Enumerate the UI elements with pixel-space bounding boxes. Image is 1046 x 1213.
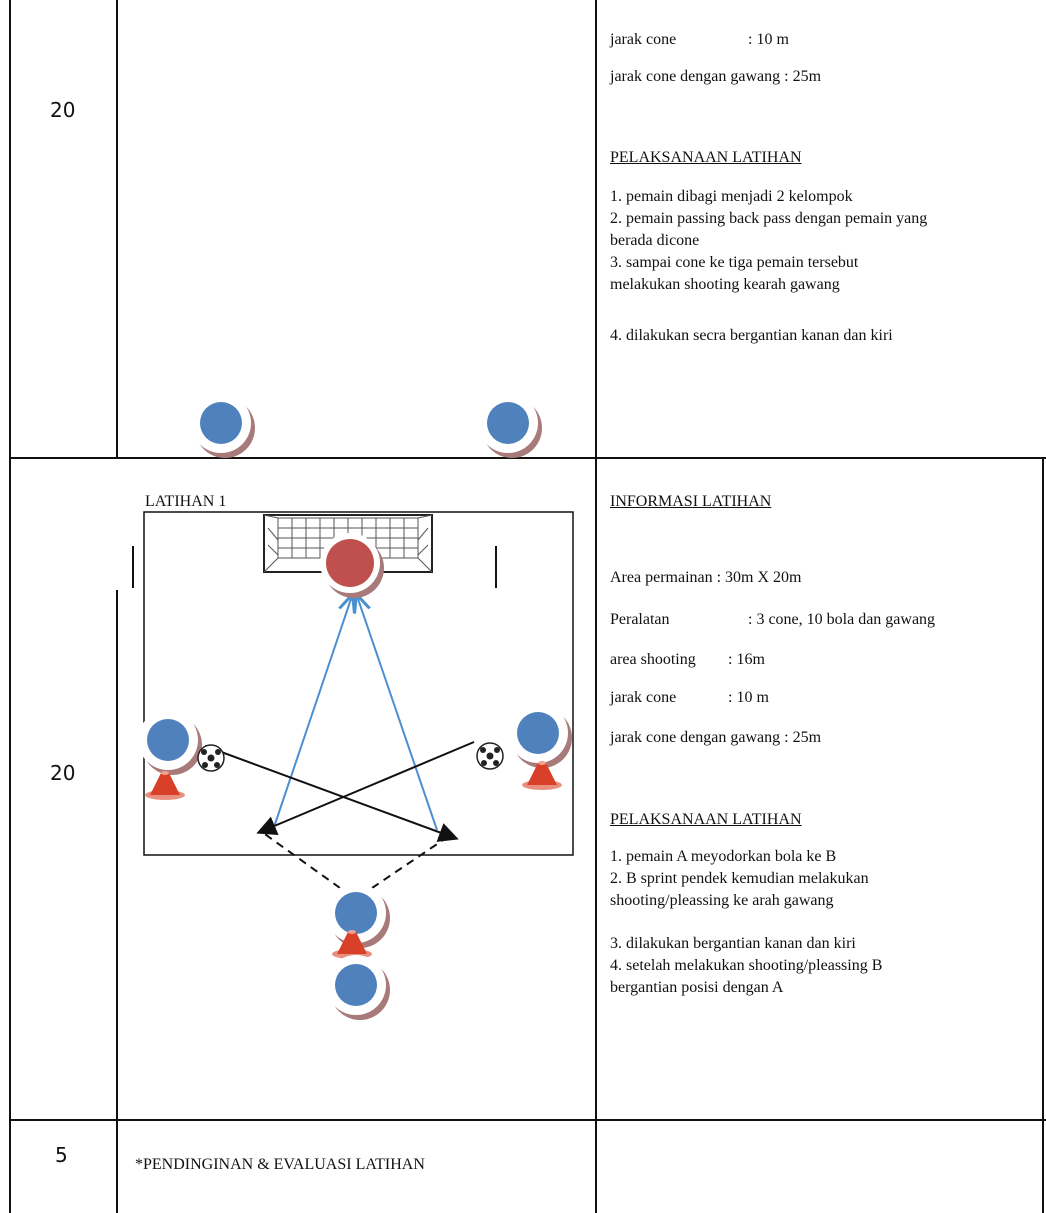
info: : 3 cone, 10 bola dan gawang — [748, 611, 936, 628]
border — [116, 590, 118, 1213]
info: jarak cone — [610, 31, 677, 48]
diagram-title: LATIHAN 1 — [145, 493, 227, 510]
heading: PELAKSANAAN LATIHAN — [610, 811, 802, 828]
ball — [476, 742, 504, 770]
info: : 10 m — [728, 689, 769, 706]
step: 1. pemain dibagi menjadi 2 kelompok — [610, 188, 853, 205]
info: : 10 m — [748, 31, 789, 48]
step: 4. dilakukan secra bergantian kanan dan … — [610, 327, 893, 344]
field — [143, 511, 574, 856]
info: Area permainan : 30m X 20m — [610, 569, 802, 586]
info: Peralatan — [610, 611, 670, 628]
pass-line — [357, 596, 438, 831]
duration: 20 — [50, 98, 76, 122]
player — [191, 393, 255, 458]
ball — [197, 744, 225, 772]
step: melakukan shooting kearah gawang — [610, 276, 840, 293]
step: shooting/pleassing ke arah gawang — [610, 892, 834, 909]
heading: INFORMASI LATIHAN — [610, 493, 772, 510]
player — [478, 393, 542, 458]
activity: *PENDINGINAN & EVALUASI LATIHAN — [135, 1156, 425, 1173]
border — [116, 0, 118, 458]
info: : 16m — [728, 651, 765, 668]
step: 3. dilakukan bergantian kanan dan kiri — [610, 935, 856, 952]
duration: 5 — [55, 1143, 68, 1167]
info: jarak cone dengan gawang : 25m — [610, 68, 822, 85]
border — [9, 0, 11, 1213]
dash-line — [261, 831, 341, 889]
player — [326, 955, 390, 1020]
heading: PELAKSANAAN LATIHAN — [610, 149, 802, 166]
step: 2. B sprint pendek kemudian melakukan — [610, 870, 869, 887]
step: 4. setelah melakukan shooting/pleassing … — [610, 957, 883, 974]
step: 3. sampai cone ke tiga pemain tersebut — [610, 254, 859, 271]
info: area shooting — [610, 651, 696, 668]
dash-line — [371, 833, 453, 889]
border — [9, 1119, 1046, 1121]
step: berada dicone — [610, 232, 700, 249]
info: jarak cone — [610, 689, 677, 706]
run-line — [256, 741, 475, 836]
info: jarak cone dengan gawang : 25m — [610, 729, 822, 746]
step: bergantian posisi dengan A — [610, 979, 784, 996]
player — [508, 703, 572, 768]
border — [595, 0, 597, 1213]
border — [9, 457, 1046, 459]
border — [1042, 458, 1044, 1213]
step: 1. pemain A meyodorkan bola ke B — [610, 848, 837, 865]
step: 2. pemain passing back pass dengan pemai… — [610, 210, 928, 227]
player — [138, 710, 202, 775]
duration: 20 — [50, 761, 76, 785]
cone — [145, 771, 185, 800]
pass-line — [272, 596, 352, 831]
run-line — [204, 745, 459, 842]
cone — [522, 761, 562, 790]
goalkeeper — [320, 533, 384, 598]
